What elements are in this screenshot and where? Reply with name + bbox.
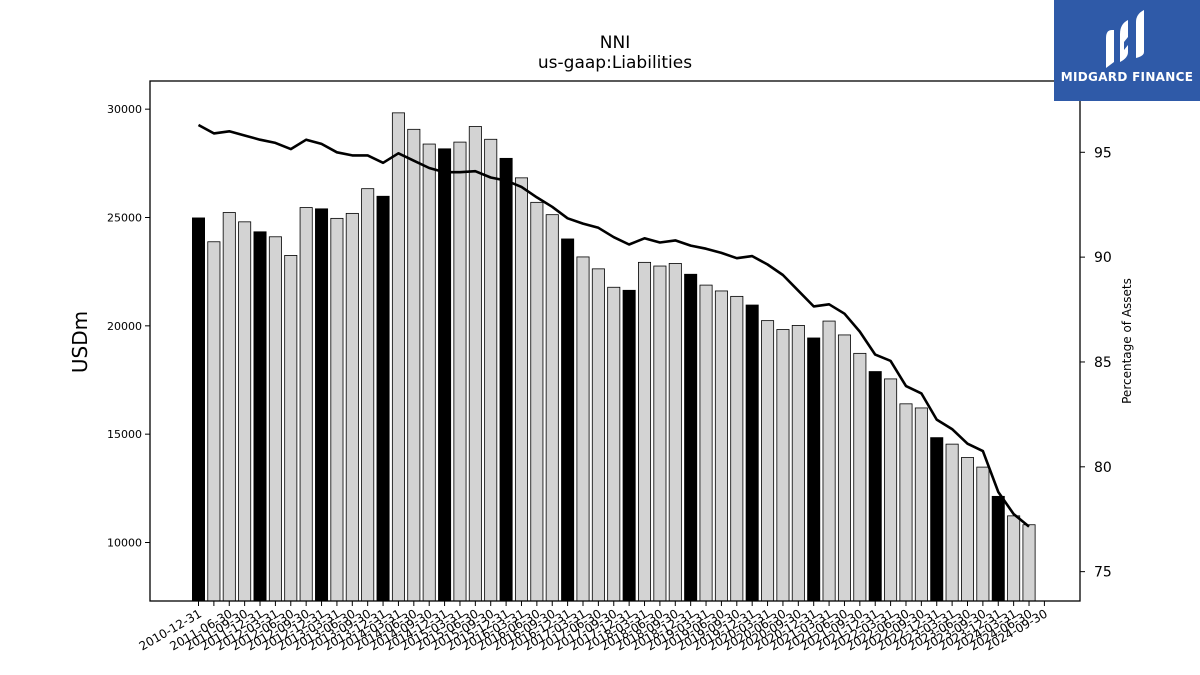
bar bbox=[653, 265, 667, 602]
y2-tick-label: 80 bbox=[1094, 460, 1112, 476]
bar bbox=[514, 177, 528, 602]
y2-tick-label: 90 bbox=[1094, 250, 1112, 266]
bar bbox=[684, 273, 698, 602]
brand-logo: MIDGARD FINANCE bbox=[1054, 0, 1200, 101]
bar bbox=[484, 138, 498, 602]
bar bbox=[1007, 515, 1021, 602]
bar bbox=[499, 157, 513, 602]
x-axis: 2010-12-312011-06-302011-09-302011-12-31… bbox=[137, 601, 1050, 653]
bar bbox=[622, 289, 636, 602]
brand-name: MIDGARD FINANCE bbox=[1060, 70, 1194, 84]
bar bbox=[607, 286, 621, 602]
bar bbox=[530, 201, 544, 602]
bar bbox=[422, 143, 436, 602]
percentage-line-series bbox=[197, 123, 1030, 528]
bar bbox=[791, 324, 805, 602]
bar bbox=[776, 329, 790, 602]
y2-tick-label: 75 bbox=[1094, 565, 1112, 581]
bar bbox=[284, 255, 298, 602]
bar bbox=[868, 371, 882, 602]
bar-series bbox=[191, 112, 1036, 602]
bar bbox=[638, 261, 652, 602]
bar bbox=[345, 212, 359, 602]
bar bbox=[945, 443, 959, 602]
y-tick-label: 10000 bbox=[107, 537, 142, 550]
bar bbox=[438, 148, 452, 602]
bar bbox=[1022, 524, 1036, 602]
bar bbox=[330, 217, 344, 602]
bar bbox=[468, 126, 482, 602]
bar bbox=[191, 217, 205, 602]
chart-title: NNI bbox=[599, 33, 631, 53]
y-axis-label: USDm bbox=[68, 311, 92, 373]
bar bbox=[668, 263, 682, 602]
bar bbox=[391, 112, 405, 602]
bar bbox=[699, 284, 713, 602]
bar bbox=[930, 437, 944, 602]
bar bbox=[253, 231, 267, 602]
bar bbox=[561, 238, 575, 602]
bar bbox=[407, 128, 421, 602]
bar bbox=[576, 256, 590, 602]
bar bbox=[961, 457, 975, 602]
bar bbox=[730, 295, 744, 602]
bar bbox=[545, 214, 559, 602]
bar bbox=[453, 141, 467, 602]
percentage-line bbox=[197, 123, 1030, 528]
bar bbox=[807, 337, 821, 602]
chart-subtitle: us-gaap:Liabilities bbox=[537, 53, 693, 73]
bar bbox=[745, 304, 759, 602]
y2-tick-label: 95 bbox=[1094, 145, 1112, 161]
left-axis: 10000 15000 20000 25000 30000 bbox=[107, 103, 150, 550]
bar bbox=[299, 207, 313, 602]
bar bbox=[837, 334, 851, 602]
bar bbox=[268, 236, 282, 602]
bar bbox=[222, 212, 236, 602]
y-tick-label: 30000 bbox=[107, 103, 142, 116]
y2-tick-label: 85 bbox=[1094, 355, 1112, 371]
y-tick-label: 20000 bbox=[107, 320, 142, 333]
bar bbox=[853, 352, 867, 602]
bar bbox=[822, 320, 836, 602]
bar bbox=[914, 407, 928, 602]
bar bbox=[376, 195, 390, 602]
y-tick-label: 15000 bbox=[107, 428, 142, 441]
y2-axis-label: Percentage of Assets bbox=[1120, 278, 1134, 404]
bar bbox=[899, 403, 913, 602]
bar bbox=[976, 466, 990, 602]
plot-frame bbox=[149, 80, 1081, 602]
midgard-logo-icon bbox=[1106, 10, 1144, 68]
bar bbox=[361, 188, 375, 602]
bar bbox=[315, 208, 329, 602]
y-tick-label: 25000 bbox=[107, 212, 142, 225]
bar bbox=[714, 290, 728, 602]
right-axis: 75 80 85 90 95 bbox=[1080, 145, 1112, 581]
bar bbox=[761, 320, 775, 602]
bar bbox=[207, 241, 221, 602]
bar bbox=[884, 378, 898, 602]
bar bbox=[991, 495, 1005, 602]
bar bbox=[238, 221, 252, 602]
bar bbox=[591, 268, 605, 602]
